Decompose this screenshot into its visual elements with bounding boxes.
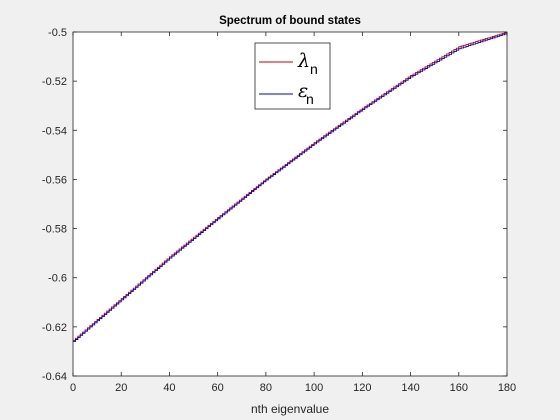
x-tick-label: 40	[163, 382, 175, 394]
y-tick-label: -0.52	[42, 76, 67, 88]
x-tick-label: 60	[212, 382, 224, 394]
y-tick-label: -0.6	[48, 273, 67, 285]
x-tick-label: 180	[498, 382, 516, 394]
x-tick-label: 120	[353, 382, 371, 394]
x-axis-label: nth eigenvalue	[251, 402, 329, 416]
legend-box	[254, 42, 331, 110]
y-tick-label: -0.64	[42, 371, 67, 383]
x-tick-label: 160	[450, 382, 468, 394]
x-tick-label: 20	[115, 382, 127, 394]
x-tick-label: 0	[70, 382, 76, 394]
axes-box	[72, 31, 508, 377]
legend-subscript-lambda: n	[310, 61, 318, 77]
series-lines	[73, 32, 508, 343]
x-tick-label: 140	[401, 382, 419, 394]
y-tick-label: -0.56	[42, 174, 67, 186]
y-tick-label: -0.58	[42, 224, 67, 236]
series-line-epsilon	[73, 33, 508, 343]
legend-subscript-epsilon: n	[306, 91, 314, 107]
chart-title: Spectrum of bound states	[219, 15, 361, 27]
x-tick-label: 80	[260, 382, 272, 394]
y-tick-label: -0.5	[48, 27, 67, 39]
y-tick-label: -0.54	[42, 125, 67, 137]
y-tick-label: -0.62	[42, 322, 67, 334]
legend-label-epsilon: ε	[298, 80, 308, 102]
series-line-lambda	[73, 32, 508, 341]
legend-label-lambda: λ	[297, 50, 310, 72]
x-tick-label: 100	[305, 382, 323, 394]
legend: λ n ε n	[254, 42, 331, 110]
axis-ticks: 0 20 40 60 80 100 120 140 160 180 -0.64 -0.62 -0.6 -0…	[42, 27, 516, 394]
